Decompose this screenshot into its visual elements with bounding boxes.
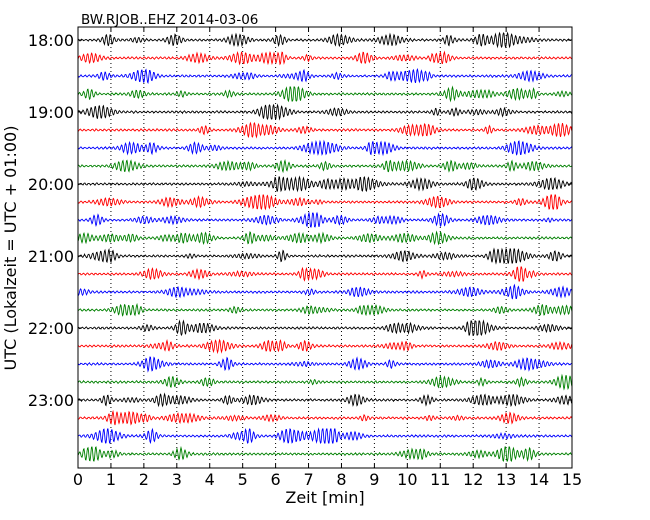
y-tick-label: 23:00 (28, 391, 74, 410)
x-axis-ticks: 0 1 2 3 4 5 6 7 8 9 10 11 12 13 14 15 (73, 27, 582, 489)
trace-2045 (77, 230, 573, 246)
trace-1945 (77, 159, 573, 174)
x-tick-label: 15 (562, 470, 582, 489)
x-tick-label: 2 (139, 470, 149, 489)
x-tick-label: 9 (369, 470, 379, 489)
x-tick-label: 7 (303, 470, 313, 489)
trace-2115 (77, 266, 573, 282)
y-tick-label: 22:00 (28, 319, 74, 338)
y-axis-ticks: 18:00 19:00 20:00 21:00 22:00 23:00 (28, 31, 572, 410)
trace-1815 (77, 50, 573, 66)
trace-2130 (77, 283, 573, 300)
trace-1930 (77, 139, 573, 157)
x-tick-label: 5 (238, 470, 248, 489)
trace-2315 (77, 409, 573, 426)
trace-2345 (77, 445, 573, 463)
x-tick-label: 14 (529, 470, 549, 489)
trace-2030 (77, 211, 573, 228)
x-tick-label: 4 (205, 470, 215, 489)
trace-2230 (77, 356, 573, 373)
chart-title: BW.RJOB..EHZ 2014-03-06 (81, 12, 258, 28)
x-axis-label: Zeit [min] (285, 488, 364, 507)
trace-1915 (77, 121, 573, 139)
trace-1830 (77, 67, 573, 85)
trace-1845 (77, 85, 573, 103)
trace-1800 (77, 31, 573, 49)
x-tick-label: 12 (463, 470, 483, 489)
trace-2200 (77, 319, 573, 337)
trace-2215 (77, 338, 573, 355)
y-tick-label: 19:00 (28, 103, 74, 122)
trace-2145 (77, 302, 573, 317)
x-tick-label: 11 (430, 470, 450, 489)
y-tick-label: 18:00 (28, 31, 74, 50)
x-tick-label: 13 (496, 470, 516, 489)
x-tick-label: 10 (397, 470, 417, 489)
trace-2245 (77, 373, 573, 391)
x-tick-label: 6 (271, 470, 281, 489)
trace-rows (77, 31, 573, 463)
x-tick-label: 0 (73, 470, 83, 489)
trace-1900 (77, 103, 573, 121)
x-tick-label: 3 (172, 470, 182, 489)
trace-2330 (77, 427, 573, 445)
x-tick-label: 8 (336, 470, 346, 489)
grid-lines (110, 27, 540, 468)
y-tick-label: 20:00 (28, 175, 74, 194)
trace-2300 (77, 392, 573, 408)
trace-2015 (77, 194, 573, 211)
x-tick-label: 1 (106, 470, 116, 489)
plot-frame (77, 26, 573, 469)
trace-2000 (77, 175, 573, 193)
trace-2100 (77, 247, 573, 265)
y-axis-label: UTC (Lokalzeit = UTC + 01:00) (1, 126, 20, 371)
y-tick-label: 21:00 (28, 247, 74, 266)
